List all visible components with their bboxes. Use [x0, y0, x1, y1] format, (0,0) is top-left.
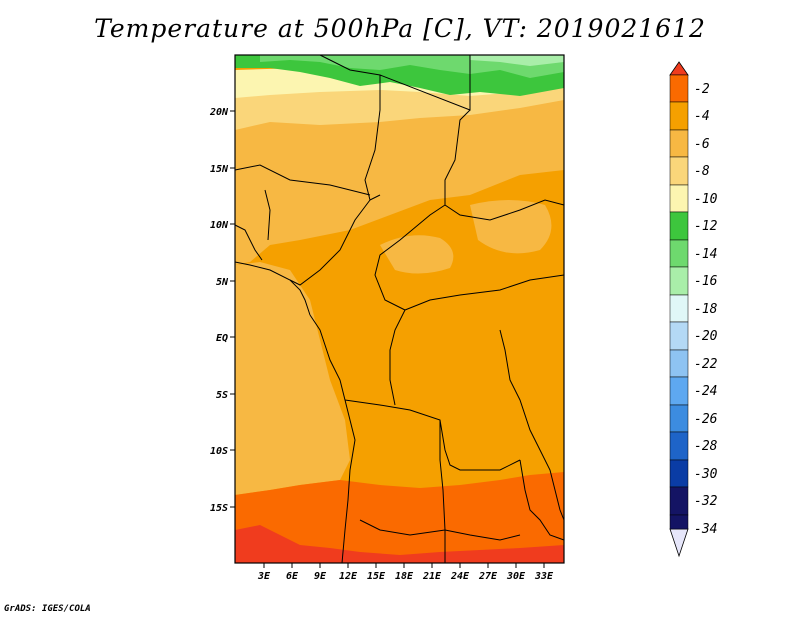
colorbar-label: -18 — [694, 302, 718, 317]
lat-label-5n: 5N — [216, 277, 229, 288]
lon-label-24e: 24E — [450, 571, 470, 582]
colorbar-swatch-1 — [669, 101, 689, 131]
lat-label-5s: 5S — [216, 390, 228, 401]
zone-minus8-west — [235, 92, 564, 265]
latitude-axis: 20N 15N 10N 5N EQ 5S 10S 15S — [209, 107, 235, 514]
colorbar-swatch-8 — [669, 294, 689, 323]
colorbar-label: -2 — [694, 82, 710, 97]
colorbar-label: -8 — [694, 164, 710, 179]
lat-label-10n: 10N — [210, 220, 229, 231]
lon-label-18e: 18E — [395, 571, 414, 582]
lon-label-30e: 30E — [506, 571, 526, 582]
longitude-axis: 3E 6E 9E 12E 15E 18E 21E 24E 27E 30E 33E — [257, 563, 554, 582]
colorbar-bottom-arrow — [669, 528, 689, 558]
colorbar-swatch-13 — [669, 431, 689, 461]
colorbar-label: -32 — [694, 494, 718, 509]
colorbar-swatch-3 — [669, 156, 689, 186]
colorbar-label: -28 — [694, 439, 718, 454]
lon-label-3e: 3E — [257, 571, 271, 582]
colorbar-swatch-15 — [669, 486, 689, 516]
lon-label-15e: 15E — [367, 571, 386, 582]
temperature-field — [235, 55, 564, 563]
colorbar-label: -16 — [694, 274, 718, 289]
colorbar-label: -26 — [694, 412, 718, 427]
colorbar: -2 -4 -6 -8 -10 -12 -14 -16 -18 -20 -22 … — [669, 61, 718, 558]
colorbar-label: -30 — [694, 467, 718, 482]
colorbar-swatch-7 — [669, 266, 689, 296]
lon-label-21e: 21E — [422, 571, 442, 582]
colorbar-swatch-5 — [669, 211, 689, 241]
colorbar-label: -24 — [694, 384, 717, 399]
colorbar-swatch-11 — [669, 376, 689, 406]
colorbar-swatch-6 — [669, 239, 689, 268]
colorbar-label: -20 — [694, 329, 718, 344]
lon-label-12e: 12E — [339, 571, 358, 582]
lat-label-15n: 15N — [210, 164, 229, 175]
lat-label-15s: 15S — [210, 503, 228, 514]
colorbar-label: -4 — [694, 109, 710, 124]
colorbar-swatch-10 — [669, 349, 689, 378]
colorbar-swatch-4 — [669, 184, 689, 213]
lon-label-27e: 27E — [478, 571, 498, 582]
zone-minus18-north — [470, 55, 564, 66]
lat-label-eq: EQ — [216, 333, 228, 344]
colorbar-label: -12 — [694, 219, 718, 234]
colorbar-swatch-0 — [669, 74, 689, 103]
lat-label-10s: 10S — [210, 446, 228, 457]
lon-label-33e: 33E — [534, 571, 554, 582]
colorbar-label: -34 — [694, 522, 717, 537]
zone-minus8-center-patch — [380, 235, 454, 274]
map-frame — [234, 54, 565, 564]
lat-label-20n: 20N — [209, 107, 229, 118]
zone-minus8-southwest — [235, 262, 350, 495]
map-title: Temperature at 500hPa [C], VT: 201902161… — [94, 14, 706, 43]
colorbar-swatch-12 — [669, 404, 689, 433]
colorbar-label: -6 — [694, 137, 710, 152]
country-borders — [234, 54, 565, 564]
colorbar-label: -14 — [694, 247, 717, 262]
lon-label-6e: 6E — [286, 571, 299, 582]
zone-minus8-east-patch — [470, 200, 552, 254]
colorbar-top-arrow — [669, 61, 689, 76]
colorbar-swatch-14 — [669, 459, 689, 488]
colorbar-swatch-2 — [669, 129, 689, 158]
colorbar-label: -10 — [694, 192, 718, 207]
lon-label-9e: 9E — [314, 571, 327, 582]
zone-minus4-south — [235, 472, 564, 563]
grads-credit: GrADS: IGES/COLA — [4, 604, 91, 614]
colorbar-swatch-9 — [669, 321, 689, 351]
zone-minus2-south — [235, 525, 564, 563]
colorbar-label: -22 — [694, 357, 718, 372]
